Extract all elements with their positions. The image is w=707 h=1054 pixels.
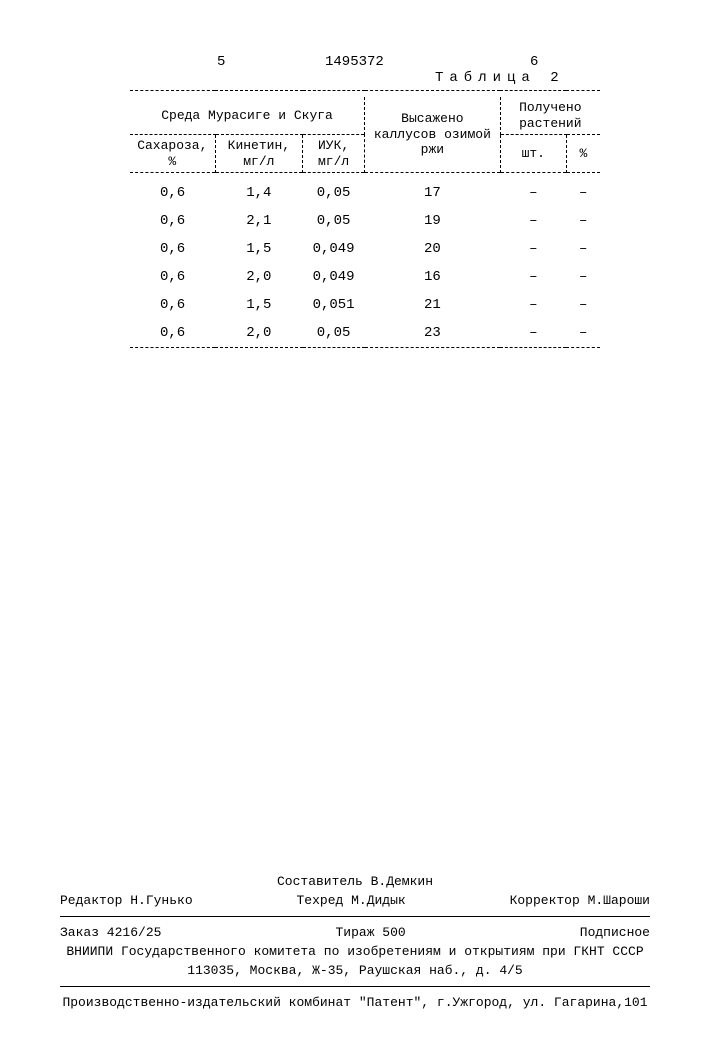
cell-sucrose: 0,6 (130, 263, 215, 291)
divider (60, 916, 650, 917)
imprint-footer: Составитель В.Демкин Редактор Н.Гунько Т… (60, 872, 650, 1012)
table-caption: Таблица 2 (435, 70, 565, 86)
org-line-2: 113035, Москва, Ж-35, Раушская наб., д. … (60, 961, 650, 980)
cell-lit: – (500, 179, 566, 207)
cell-sucrose: 0,6 (130, 235, 215, 263)
cell-sucrose: 0,6 (130, 179, 215, 207)
cell-sucrose: 0,6 (130, 207, 215, 235)
cell-kinetin: 1,4 (215, 179, 302, 207)
order-row: Заказ 4216/25 Тираж 500 Подписное (60, 923, 650, 942)
cell-pct: – (566, 207, 600, 235)
table-row: 0,6 2,1 0,05 19 – – (130, 207, 600, 235)
col-obtained-lit: шт. (500, 135, 566, 173)
cell-planted: 20 (365, 235, 501, 263)
table-row: 0,6 1,5 0,049 20 – – (130, 235, 600, 263)
page-header: 5 1495372 6 (0, 54, 707, 74)
col-sucrose: Сахароза, % (130, 135, 215, 173)
cell-iuk: 0,05 (303, 319, 365, 348)
cell-planted: 16 (365, 263, 501, 291)
table-header-row-1: Среда Мурасиге и Скуга Высажено каллусов… (130, 97, 600, 135)
col-iuk: ИУК, мг/л (303, 135, 365, 173)
cell-sucrose: 0,6 (130, 319, 215, 348)
cell-pct: – (566, 235, 600, 263)
cell-sucrose: 0,6 (130, 291, 215, 319)
header-planted: Высажено каллусов озимой ржи (365, 97, 501, 173)
techred: Техред М.Дидык (296, 893, 405, 908)
header-obtained: Получено растений (500, 97, 600, 135)
credits-row: Редактор Н.Гунько Техред М.Дидык Коррект… (60, 891, 650, 910)
tirage: Тираж 500 (335, 925, 405, 940)
editor: Редактор Н.Гунько (60, 893, 193, 908)
header-medium: Среда Мурасиге и Скуга (130, 97, 365, 135)
corrector: Корректор М.Шароши (510, 893, 650, 908)
cell-lit: – (500, 235, 566, 263)
cell-iuk: 0,051 (303, 291, 365, 319)
cell-planted: 19 (365, 207, 501, 235)
cell-iuk: 0,05 (303, 179, 365, 207)
cell-lit: – (500, 207, 566, 235)
cell-kinetin: 2,1 (215, 207, 302, 235)
column-number-right: 6 (530, 54, 538, 70)
cell-planted: 17 (365, 179, 501, 207)
data-table: Среда Мурасиге и Скуга Высажено каллусов… (130, 90, 600, 354)
subscription: Подписное (580, 925, 650, 940)
cell-pct: – (566, 179, 600, 207)
cell-kinetin: 1,5 (215, 291, 302, 319)
col-kinetin: Кинетин, мг/л (215, 135, 302, 173)
cell-iuk: 0,05 (303, 207, 365, 235)
printer-line: Производственно-издательский комбинат "П… (60, 993, 650, 1012)
cell-lit: – (500, 291, 566, 319)
divider (60, 986, 650, 987)
cell-planted: 21 (365, 291, 501, 319)
cell-kinetin: 2,0 (215, 263, 302, 291)
table-row: 0,6 1,4 0,05 17 – – (130, 179, 600, 207)
table-row: 0,6 2,0 0,05 23 – – (130, 319, 600, 348)
cell-pct: – (566, 291, 600, 319)
table-row: 0,6 1,5 0,051 21 – – (130, 291, 600, 319)
cell-lit: – (500, 263, 566, 291)
cell-pct: – (566, 263, 600, 291)
cell-iuk: 0,049 (303, 235, 365, 263)
cell-kinetin: 2,0 (215, 319, 302, 348)
document-number: 1495372 (325, 54, 384, 70)
cell-kinetin: 1,5 (215, 235, 302, 263)
cell-iuk: 0,049 (303, 263, 365, 291)
order-number: Заказ 4216/25 (60, 925, 161, 940)
org-line-1: ВНИИПИ Государственного комитета по изоб… (60, 942, 650, 961)
page: 5 1495372 6 Таблица 2 Среда Мурасиге и С… (0, 0, 707, 1054)
composer-line: Составитель В.Демкин (60, 872, 650, 891)
cell-planted: 23 (365, 319, 501, 348)
col-obtained-pct: % (566, 135, 600, 173)
column-number-left: 5 (217, 54, 225, 70)
cell-pct: – (566, 319, 600, 348)
table-row: 0,6 2,0 0,049 16 – – (130, 263, 600, 291)
data-table-container: Среда Мурасиге и Скуга Высажено каллусов… (130, 90, 600, 354)
cell-lit: – (500, 319, 566, 348)
